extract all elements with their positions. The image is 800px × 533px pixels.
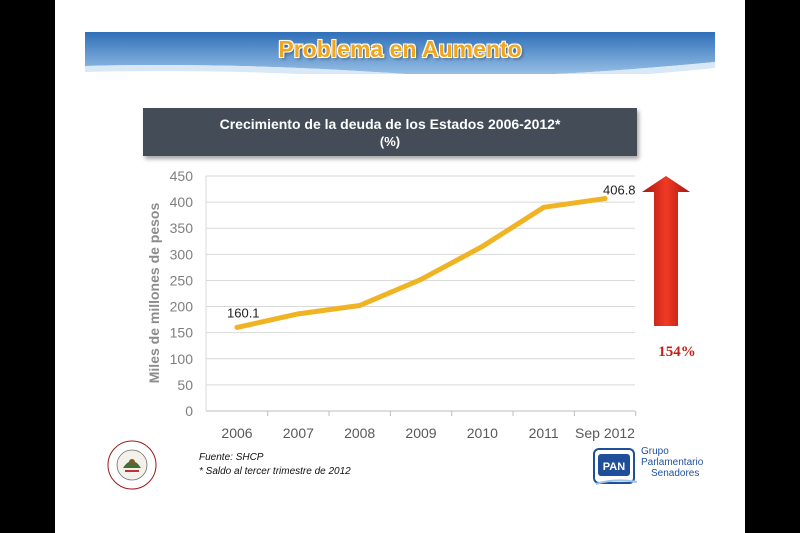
title-banner: [85, 32, 715, 74]
x-tick-label: 2010: [467, 425, 498, 441]
chart-subtitle: (%): [379, 134, 401, 149]
y-tick-label: 250: [170, 272, 194, 288]
chart-title: Crecimiento de la deuda de los Estados 2…: [219, 116, 561, 132]
party-caption-line1: Grupo: [641, 446, 669, 457]
y-tick-label: 400: [170, 194, 194, 210]
senate-seal: [107, 440, 157, 490]
data-point: [541, 204, 547, 210]
x-tick-label: 2007: [283, 425, 314, 441]
party-caption: Grupo Parlamentario Senadores: [641, 446, 703, 479]
pan-logo-icon: PAN: [593, 448, 637, 485]
series-line: [234, 196, 608, 330]
y-tick-label: 150: [170, 325, 194, 341]
y-tick-label: 350: [170, 220, 194, 236]
growth-arrow: [642, 176, 690, 326]
data-label-first: 160.1: [227, 305, 260, 320]
growth-label: 154%: [658, 344, 696, 360]
chart-header: Crecimiento de la deuda de los Estados 2…: [143, 108, 637, 156]
pan-badge-text: PAN: [603, 461, 625, 473]
slide-title: Problema en Aumento: [278, 36, 522, 62]
line-chart: 0 50 100 150 200 250 300 350 400 450 2006 2007 2008…: [146, 168, 696, 441]
y-tick-label: 200: [170, 299, 194, 315]
data-point: [418, 276, 424, 282]
x-tick-label: 2011: [529, 425, 559, 441]
source-text: Fuente: SHCP: [199, 452, 264, 463]
x-tick-label: 2008: [344, 425, 375, 441]
x-tick-label: 2009: [405, 425, 436, 441]
data-point: [357, 303, 363, 309]
x-tick-label: Sep 2012: [575, 425, 635, 441]
data-point: [295, 311, 301, 317]
y-tick-label: 450: [170, 168, 194, 184]
party-caption-line3: Senadores: [651, 468, 700, 479]
y-tick-label: 50: [177, 377, 193, 393]
y-tick-label: 100: [170, 351, 194, 367]
x-tick-label: 2006: [221, 425, 252, 441]
party-caption-line2: Parlamentario: [641, 457, 704, 468]
y-axis-label: Miles de millones de pesos: [146, 203, 162, 384]
data-point: [602, 196, 608, 202]
footnote-text: * Saldo al tercer trimestre de 2012: [199, 466, 351, 477]
data-point: [479, 244, 485, 249]
data-point: [234, 324, 240, 330]
y-tick-label: 300: [170, 246, 194, 262]
y-tick-label: 0: [185, 403, 193, 419]
data-label-last: 406.8: [603, 183, 636, 198]
slide: Problema en Aumento Crecimiento de la de…: [55, 0, 745, 533]
